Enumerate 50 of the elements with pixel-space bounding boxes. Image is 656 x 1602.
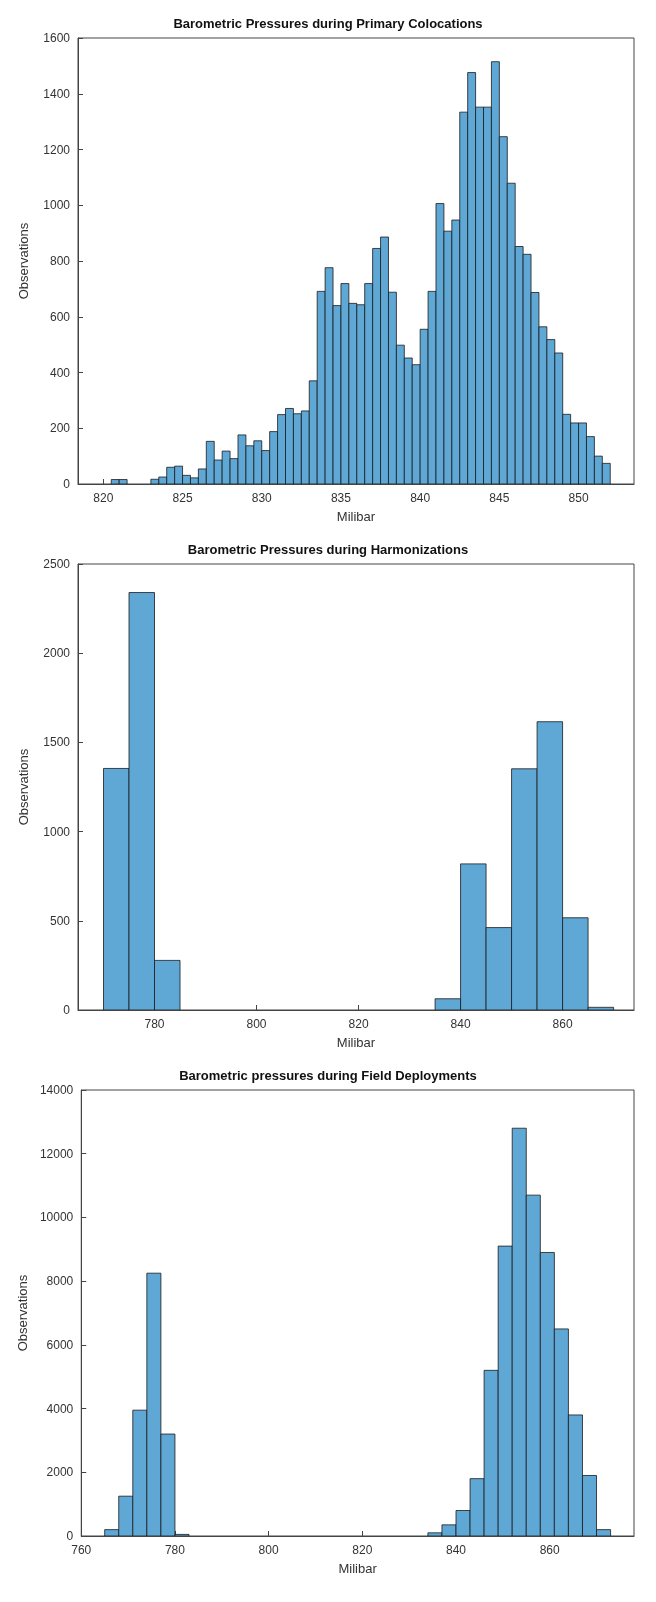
- x-tick-label: 825: [172, 491, 193, 505]
- y-tick-label: 6000: [46, 1337, 74, 1352]
- x-tick-label: 800: [246, 1017, 267, 1031]
- y-tick-label: 500: [49, 913, 71, 928]
- y-tick-label: 0: [66, 1529, 74, 1543]
- y-tick-label: 800: [49, 254, 71, 268]
- y-tick-label: 1200: [43, 142, 71, 157]
- y-tick-label: 4000: [46, 1401, 74, 1416]
- x-tick-label: 830: [251, 491, 273, 505]
- x-tick-label: 840: [450, 1017, 471, 1031]
- x-tick-label: 760: [71, 1543, 92, 1557]
- y-axis-title: Observations: [16, 222, 31, 300]
- x-tick-label: 850: [568, 491, 589, 505]
- chart-title: Barometric Pressures during Primary Colocations: [173, 16, 483, 31]
- y-tick-label: 10000: [39, 1210, 74, 1225]
- y-tick-label: 1400: [43, 86, 71, 101]
- x-tick-label: 820: [348, 1017, 369, 1031]
- x-tick-label: 860: [539, 1543, 561, 1557]
- chart-title: Barometric Pressures during Harmonizations: [187, 542, 469, 557]
- y-axis-title: Observations: [16, 748, 31, 826]
- x-tick-label: 840: [445, 1543, 467, 1557]
- chart-title: Barometric pressures during Field Deployments: [179, 1068, 477, 1083]
- x-tick-label: 800: [258, 1543, 279, 1557]
- x-tick-label: 820: [93, 491, 114, 505]
- x-tick-label: 845: [489, 491, 510, 505]
- x-tick-label: 820: [352, 1543, 373, 1557]
- x-tick-label: 860: [552, 1017, 573, 1031]
- x-axis-title: Milibar: [336, 509, 376, 524]
- y-tick-label: 1500: [43, 735, 71, 750]
- y-tick-label: 1000: [43, 824, 71, 839]
- y-axis-title: Observations: [15, 1274, 30, 1352]
- y-tick-label: 400: [49, 365, 71, 380]
- y-tick-label: 1600: [43, 31, 71, 45]
- y-tick-label: 2000: [43, 646, 71, 661]
- x-axis-title: Milibar: [336, 1035, 376, 1050]
- y-tick-label: 14000: [39, 1083, 74, 1097]
- y-tick-label: 0: [63, 1003, 71, 1017]
- y-tick-label: 8000: [46, 1274, 74, 1289]
- x-tick-label: 780: [144, 1017, 165, 1031]
- y-tick-label: 200: [49, 421, 71, 436]
- y-tick-label: 2500: [43, 557, 71, 571]
- y-tick-label: 2000: [46, 1465, 74, 1480]
- y-tick-label: 600: [49, 309, 71, 324]
- y-tick-label: 12000: [39, 1146, 74, 1161]
- x-tick-label: 780: [164, 1543, 186, 1557]
- x-axis-title: Milibar: [338, 1561, 378, 1576]
- x-tick-label: 835: [330, 491, 352, 505]
- y-tick-label: 1000: [43, 198, 71, 213]
- y-tick-label: 0: [63, 477, 71, 491]
- x-tick-label: 840: [410, 491, 431, 505]
